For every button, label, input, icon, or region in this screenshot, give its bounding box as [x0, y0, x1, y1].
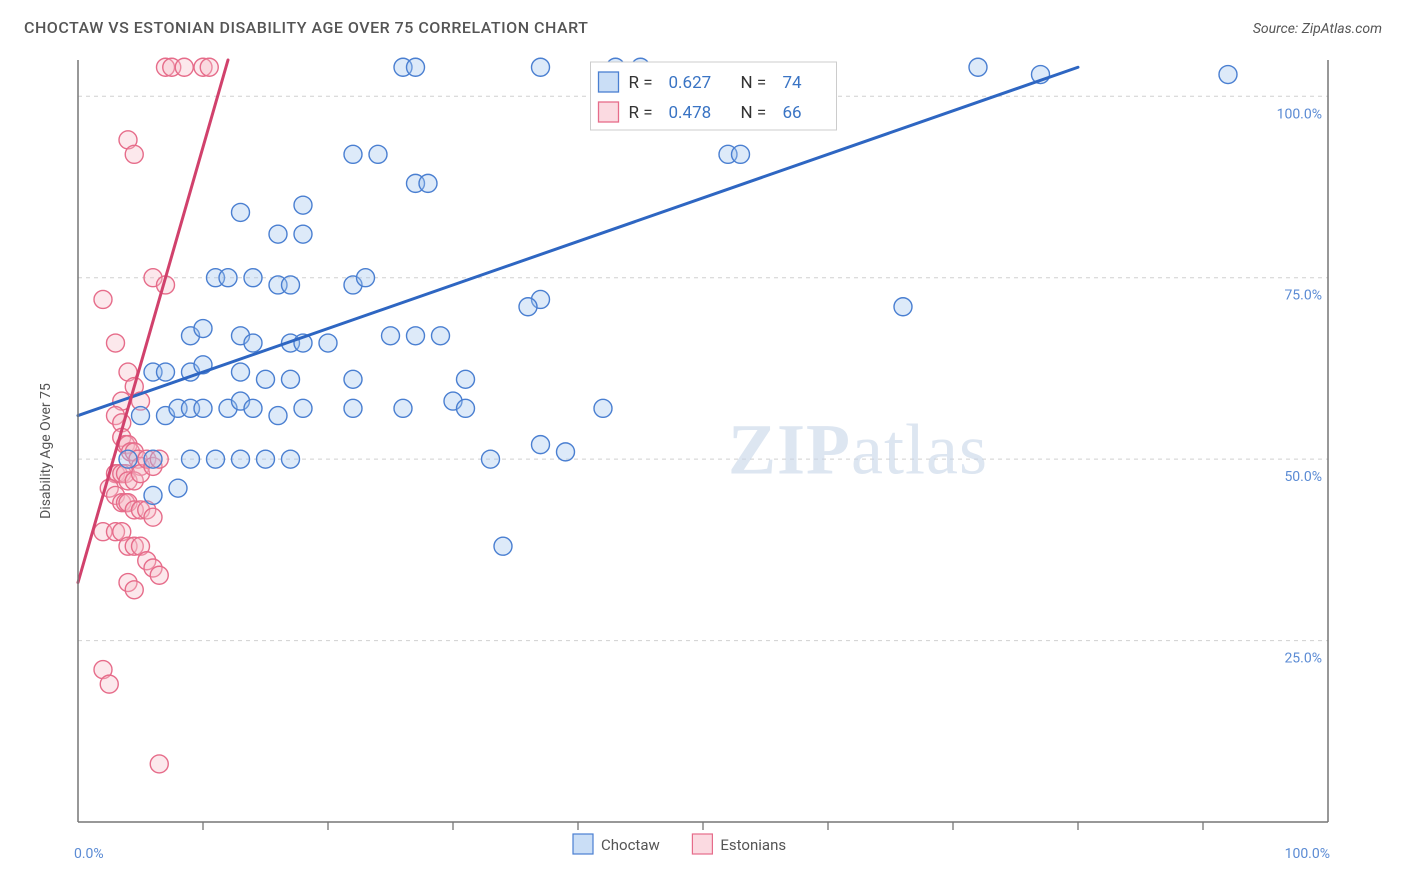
data-point	[407, 58, 425, 76]
data-point	[244, 399, 262, 417]
data-point	[194, 399, 212, 417]
chart-source: Source: ZipAtlas.com	[1253, 21, 1382, 37]
data-point	[594, 399, 612, 417]
data-point	[319, 334, 337, 352]
series-swatch	[573, 834, 593, 854]
data-point	[150, 566, 168, 584]
data-point	[100, 675, 118, 693]
data-point	[200, 58, 218, 76]
data-point	[457, 370, 475, 388]
data-point	[344, 399, 362, 417]
x-min-label: 0.0%	[74, 846, 104, 862]
legend-n-label: N =	[741, 73, 767, 93]
data-point	[125, 581, 143, 599]
data-point	[244, 334, 262, 352]
data-point	[232, 450, 250, 468]
data-point	[244, 269, 262, 287]
legend-swatch	[599, 72, 619, 92]
data-point	[519, 298, 537, 316]
data-point	[107, 334, 125, 352]
data-point	[94, 290, 112, 308]
data-point	[1219, 66, 1237, 84]
data-point	[232, 363, 250, 381]
legend-r-label: R =	[629, 103, 653, 123]
data-point	[294, 196, 312, 214]
data-point	[194, 320, 212, 338]
data-point	[175, 58, 193, 76]
series-label: Estonians	[720, 836, 786, 854]
data-point	[144, 508, 162, 526]
data-point	[132, 407, 150, 425]
data-point	[269, 225, 287, 243]
data-point	[732, 145, 750, 163]
scatter-chart: 25.0% 50.0% 75.0% 100.0% ZIPatlas 0.0% 100.0% D…	[24, 48, 1382, 880]
data-point	[144, 486, 162, 504]
data-point	[969, 58, 987, 76]
data-point	[282, 276, 300, 294]
legend-r-label: R =	[629, 73, 653, 93]
data-point	[457, 399, 475, 417]
data-point	[407, 327, 425, 345]
y-tick-label: 50.0%	[1284, 469, 1322, 485]
data-point	[382, 327, 400, 345]
trend-line	[78, 67, 1078, 415]
data-point	[269, 407, 287, 425]
data-point	[157, 363, 175, 381]
data-point	[294, 399, 312, 417]
data-point	[207, 450, 225, 468]
data-point	[294, 225, 312, 243]
data-point	[344, 145, 362, 163]
legend-n-value: 66	[783, 103, 802, 123]
data-point	[182, 450, 200, 468]
data-point	[419, 174, 437, 192]
data-point	[432, 327, 450, 345]
y-tick-label: 100.0%	[1277, 106, 1322, 122]
data-point	[532, 436, 550, 454]
data-point	[282, 450, 300, 468]
data-point	[144, 450, 162, 468]
data-point	[894, 298, 912, 316]
data-point	[344, 370, 362, 388]
data-point	[494, 537, 512, 555]
data-point	[219, 269, 237, 287]
legend-n-value: 74	[783, 73, 803, 93]
data-point	[532, 58, 550, 76]
legend-r-value: 0.478	[669, 103, 712, 123]
data-point	[394, 399, 412, 417]
x-max-label: 100.0%	[1285, 846, 1330, 862]
legend-r-value: 0.627	[669, 73, 712, 93]
data-point	[282, 370, 300, 388]
data-point	[125, 145, 143, 163]
data-point	[482, 450, 500, 468]
data-point	[119, 450, 137, 468]
data-point	[257, 370, 275, 388]
y-axis-title: Disability Age Over 75	[38, 383, 54, 519]
data-point	[169, 479, 187, 497]
y-tick-label: 75.0%	[1284, 288, 1322, 304]
data-point	[232, 203, 250, 221]
data-point	[257, 450, 275, 468]
watermark: ZIPatlas	[728, 410, 988, 490]
legend-swatch	[599, 102, 619, 122]
legend-n-label: N =	[741, 103, 767, 123]
data-point	[369, 145, 387, 163]
chart-container: 25.0% 50.0% 75.0% 100.0% ZIPatlas 0.0% 100.0% D…	[24, 48, 1382, 880]
series-swatch	[692, 834, 712, 854]
chart-title: CHOCTAW VS ESTONIAN DISABILITY AGE OVER …	[24, 18, 588, 37]
y-tick-label: 25.0%	[1284, 651, 1322, 667]
series-label: Choctaw	[601, 836, 660, 854]
data-point	[357, 269, 375, 287]
data-point	[557, 443, 575, 461]
data-point	[150, 755, 168, 773]
